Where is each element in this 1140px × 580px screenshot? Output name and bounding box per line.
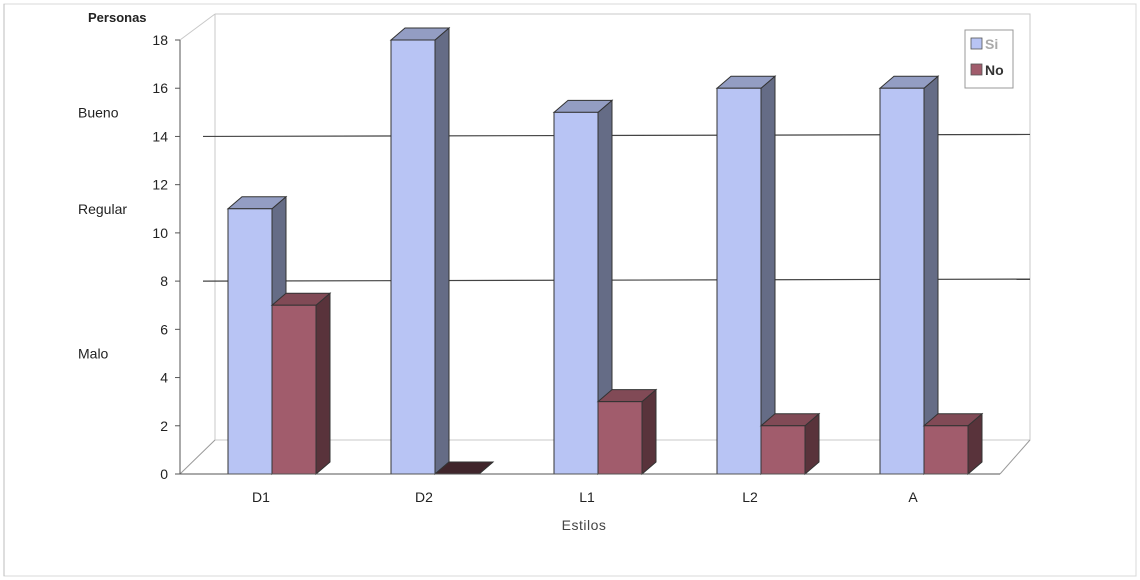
y-tick-label: 0 bbox=[160, 466, 168, 482]
bar-si-a bbox=[878, 75, 940, 476]
bar-no-l1 bbox=[596, 388, 658, 476]
y-tick-label: 6 bbox=[160, 321, 168, 337]
quality-band-labels: Bueno Regular Malo bbox=[78, 104, 127, 361]
x-tick-labels: D1 D2 L1 L2 A bbox=[252, 489, 918, 505]
y-tick-labels: 0 2 4 6 8 10 12 14 16 18 bbox=[152, 32, 180, 482]
y-axis-title: Personas bbox=[88, 10, 147, 25]
bar-front-face bbox=[553, 111, 599, 475]
y-tick-label: 16 bbox=[152, 80, 168, 96]
y-tick-label: 18 bbox=[152, 32, 168, 48]
band-label: Regular bbox=[78, 201, 127, 217]
bar-no-a bbox=[922, 412, 984, 476]
y-tick-label: 12 bbox=[152, 177, 168, 193]
legend-swatch bbox=[970, 37, 983, 50]
bar-side-face bbox=[923, 75, 939, 476]
x-tick-label: D2 bbox=[415, 489, 433, 505]
bar-front-face bbox=[923, 425, 969, 475]
x-tick-label: A bbox=[908, 489, 918, 505]
bar-side-face bbox=[315, 292, 331, 476]
legend-label: No bbox=[985, 62, 1004, 78]
bar-front-face bbox=[227, 208, 273, 475]
bar-front-face bbox=[271, 304, 317, 475]
floor-left-edge bbox=[179, 439, 216, 475]
bar-front-face bbox=[390, 39, 436, 475]
legend-swatch bbox=[970, 63, 983, 76]
band-label: Bueno bbox=[78, 104, 119, 120]
bar-side-face bbox=[641, 388, 657, 476]
bar-si-d2 bbox=[389, 26, 451, 476]
bar-side-face bbox=[434, 26, 450, 476]
y-tick-label: 10 bbox=[152, 225, 168, 241]
band-label: Malo bbox=[78, 345, 109, 361]
bar-si-l1 bbox=[552, 99, 614, 476]
x-axis-title: Estilos bbox=[562, 517, 607, 533]
bar-side-face bbox=[760, 75, 776, 476]
y-tick-label: 8 bbox=[160, 273, 168, 289]
bars bbox=[226, 26, 984, 476]
legend: Si No bbox=[964, 29, 1014, 89]
bar-si-l2 bbox=[715, 75, 777, 476]
bar-front-face bbox=[879, 87, 925, 475]
y-tick-label: 2 bbox=[160, 418, 168, 434]
x-tick-label: L1 bbox=[579, 489, 595, 505]
y-tick-label: 14 bbox=[152, 128, 168, 144]
x-tick-label: D1 bbox=[252, 489, 270, 505]
side-wall-top bbox=[179, 13, 216, 41]
legend-label: Si bbox=[985, 36, 998, 52]
bar-no-d1 bbox=[270, 292, 332, 476]
y-tick-label: 4 bbox=[160, 370, 168, 386]
bar-front-face bbox=[716, 87, 762, 475]
bar-no-l2 bbox=[759, 412, 821, 476]
floor-right-edge bbox=[999, 439, 1031, 475]
bar-front-face bbox=[760, 425, 806, 475]
bar-front-face bbox=[597, 401, 643, 475]
x-tick-label: L2 bbox=[742, 489, 758, 505]
